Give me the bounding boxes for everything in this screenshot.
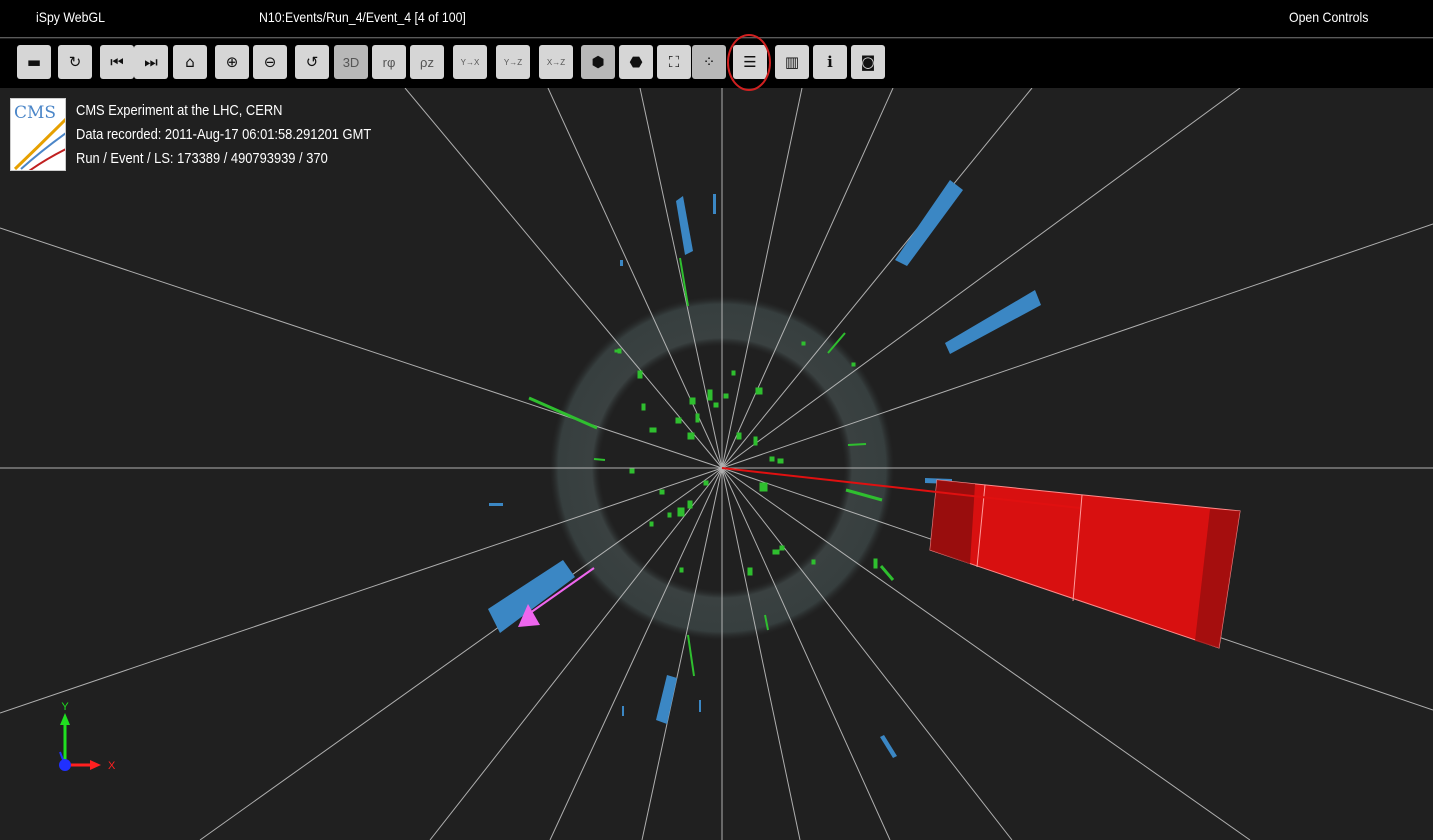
event-path: N10:Events/Run_4/Event_4 [4 of 100] <box>259 9 466 25</box>
missing-energy-arrow <box>518 567 595 627</box>
zoom-in-button[interactable]: ⊕ <box>215 45 249 79</box>
info-button[interactable]: i <box>813 45 847 79</box>
home-icon: ⌂ <box>185 53 195 71</box>
view-xz-button[interactable]: X→Z <box>539 45 573 79</box>
fullscreen-button[interactable]: ⛶ <box>657 45 691 79</box>
screenshot-button[interactable]: ◙ <box>851 45 885 79</box>
view-xy-button[interactable]: Y→X <box>453 45 487 79</box>
reload-button[interactable]: ↻ <box>58 45 92 79</box>
charts-button[interactable]: ▥ <box>775 45 809 79</box>
view-rphi-label: rφ <box>382 54 396 70</box>
reset-view-button[interactable]: ↺ <box>295 45 329 79</box>
cms-logo: CMS <box>10 98 66 171</box>
folder-icon: ▬ <box>26 53 42 71</box>
open-file-button[interactable]: ▬ <box>17 45 51 79</box>
home-view-button[interactable]: ⌂ <box>173 45 207 79</box>
view-3d-label: 3D <box>342 54 360 70</box>
refresh-icon: ↻ <box>68 53 82 71</box>
zoom-out-icon: ⊖ <box>263 53 277 71</box>
run-event-ls: Run / Event / LS: 173389 / 490793939 / 3… <box>76 150 328 167</box>
grid-lines <box>0 88 1433 840</box>
view-rhoz-label: ρz <box>420 54 434 70</box>
experiment-name: CMS Experiment at the LHC, CERN <box>76 102 283 119</box>
open-controls-link[interactable]: Open Controls <box>1289 9 1369 25</box>
step-backward-icon: ⏮ <box>110 53 124 71</box>
camera-icon: ◙ <box>860 53 876 71</box>
view-3d-button[interactable]: 3D <box>334 45 368 79</box>
title-bar: iSpy WebGL N10:Events/Run_4/Event_4 [4 o… <box>0 0 1433 38</box>
app-title: iSpy WebGL <box>36 9 105 25</box>
axes-widget: Y X <box>59 701 116 772</box>
data-recorded: Data recorded: 2011-Aug-17 06:01:58.2912… <box>76 126 372 143</box>
axes-yz-icon: Y→Z <box>503 57 523 67</box>
previous-event-button[interactable]: ⏮ <box>100 45 134 79</box>
toolbar: ▬ ↻ ⏮ ⏭ ⌂ ⊕ ⊖ ↺ 3D rφ ρz Y→X Y→Z X→Z ⬢ ⬣… <box>0 39 1433 88</box>
axis-x-label: X <box>108 760 116 772</box>
cube-icon: ⬢ <box>591 53 605 71</box>
calorimeter-towers <box>929 479 1241 649</box>
exit-fullscreen-button[interactable]: ⁘ <box>692 45 726 79</box>
highlight-circle <box>727 34 771 91</box>
zoom-in-icon: ⊕ <box>225 53 239 71</box>
view-rhoz-button[interactable]: ρz <box>410 45 444 79</box>
zoom-out-button[interactable]: ⊖ <box>253 45 287 79</box>
perspective-button[interactable]: ⬢ <box>581 45 615 79</box>
tracker-hits <box>528 257 895 677</box>
axis-y-label: Y <box>61 701 69 713</box>
view-rphi-button[interactable]: rφ <box>372 45 406 79</box>
info-icon: i <box>827 53 833 71</box>
axes-xz-icon: X→Z <box>546 57 566 67</box>
event-display-canvas[interactable]: Y X <box>0 88 1433 840</box>
undo-icon: ↺ <box>305 53 319 71</box>
axes-xy-icon: Y→X <box>460 57 480 67</box>
track <box>721 467 1081 509</box>
cube-outline-icon: ⬣ <box>629 53 643 71</box>
muon-chambers <box>488 180 1041 758</box>
orthographic-button[interactable]: ⬣ <box>619 45 653 79</box>
bar-chart-icon: ▥ <box>784 53 800 71</box>
compress-icon: ⁘ <box>702 53 716 71</box>
cms-logo-text: CMS <box>14 103 57 123</box>
view-yz-button[interactable]: Y→Z <box>496 45 530 79</box>
step-forward-icon: ⏭ <box>144 53 158 71</box>
expand-icon: ⛶ <box>668 53 680 71</box>
next-event-button[interactable]: ⏭ <box>134 45 168 79</box>
